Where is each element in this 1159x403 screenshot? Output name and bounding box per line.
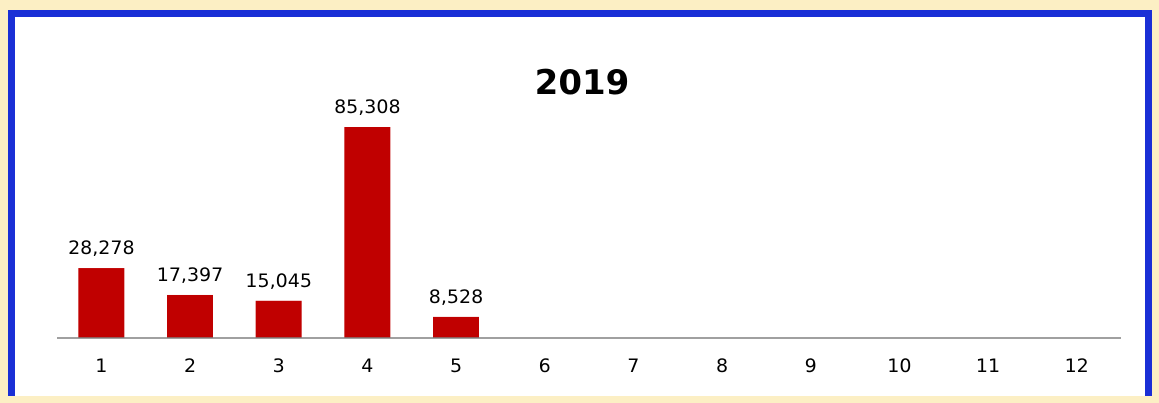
chart-title: 2019 <box>535 63 630 103</box>
bar-value-label: 15,045 <box>245 270 311 292</box>
x-tick-label: 12 <box>1065 355 1089 377</box>
x-tick-label: 9 <box>805 355 817 377</box>
x-tick-label: 5 <box>450 355 462 377</box>
bar <box>78 268 125 338</box>
x-tick-label: 3 <box>273 355 285 377</box>
x-tick-label: 8 <box>716 355 728 377</box>
x-tick-label: 6 <box>539 355 551 377</box>
x-tick-label: 11 <box>976 355 1000 377</box>
x-tick-label: 7 <box>627 355 639 377</box>
x-tick-label: 2 <box>184 355 196 377</box>
x-tick-label: 10 <box>887 355 911 377</box>
bar <box>433 316 479 338</box>
bar <box>167 294 213 338</box>
bar-value-label: 28,278 <box>68 237 134 259</box>
x-tick-label: 4 <box>361 355 373 377</box>
x-tick-label: 1 <box>95 355 107 377</box>
bar <box>255 300 302 338</box>
bar-value-label: 8,528 <box>429 286 483 308</box>
bar-value-label: 17,397 <box>157 264 223 286</box>
x-tick-labels-layer: 1 2 3 4 5 6 7 8 9 10 11 12 <box>95 355 1088 377</box>
value-labels-layer: 28,278 17,397 15,045 85,308 8,528 <box>68 96 483 308</box>
bar-value-label: 85,308 <box>334 96 400 118</box>
bars-layer <box>78 127 479 338</box>
bar <box>344 127 391 338</box>
